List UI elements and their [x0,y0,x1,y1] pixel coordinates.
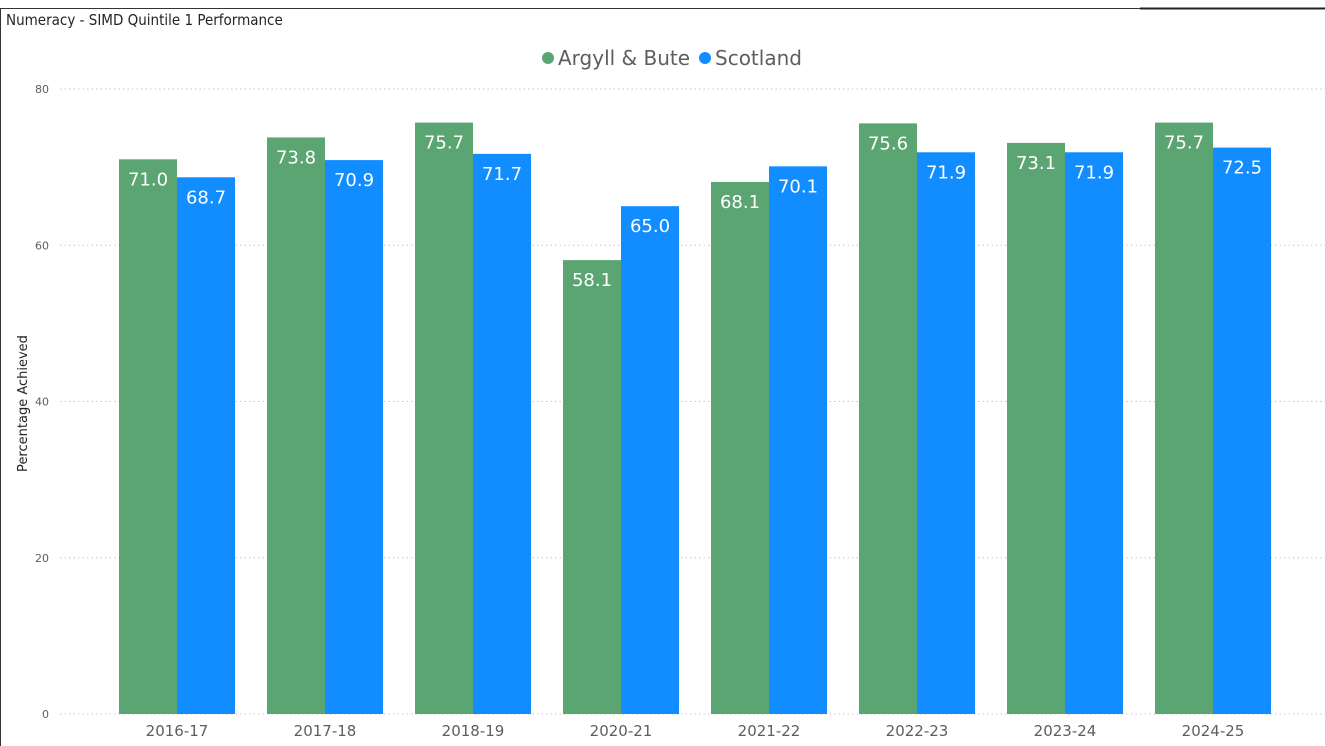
legend-label-argyll-bute: Argyll & Bute [558,46,690,70]
chart-title: Numeracy - SIMD Quintile 1 Performance [6,11,283,29]
data-label: 68.1 [720,192,760,213]
bar-argyll-bute-2020-21 [563,260,621,714]
bar-scotland-2018-19 [473,153,531,714]
bar-scotland-2022-23 [917,152,975,714]
data-label: 71.7 [482,164,522,185]
bar-argyll-bute-2018-19 [415,122,473,714]
y-tick-label: 20 [35,552,49,565]
data-label: 68.7 [186,187,226,208]
bar-scotland-2021-22 [769,166,827,714]
bar-argyll-bute-2024-25 [1155,122,1213,714]
data-label: 75.7 [424,133,464,154]
data-label: 71.9 [926,162,966,183]
x-tick-label: 2021-22 [738,722,801,740]
x-tick-label: 2017-18 [294,722,357,740]
data-label: 70.1 [778,176,818,197]
data-label: 72.5 [1222,158,1262,179]
bar-argyll-bute-2022-23 [859,123,917,714]
data-label: 70.9 [334,170,374,191]
x-tick-label: 2018-19 [442,722,505,740]
data-label: 58.1 [572,270,612,291]
x-tick-label: 2020-21 [590,722,653,740]
bar-scotland-2020-21 [621,206,679,714]
x-tick-label: 2022-23 [886,722,949,740]
data-label: 75.6 [868,133,908,154]
bar-argyll-bute-2023-24 [1007,142,1065,714]
y-tick-label: 0 [42,708,49,721]
legend-label-scotland: Scotland [715,46,802,70]
x-tick-label: 2024-25 [1182,722,1245,740]
bar-argyll-bute-2017-18 [267,137,325,714]
y-tick-label: 40 [35,396,49,409]
bar-argyll-bute-2021-22 [711,181,769,714]
bar-scotland-2016-17 [177,177,235,714]
data-label: 73.1 [1016,153,1056,174]
legend-marker-argyll-bute [542,52,554,64]
data-label: 65.0 [630,216,670,237]
bar-scotland-2024-25 [1213,147,1271,714]
x-tick-label: 2016-17 [146,722,209,740]
x-tick-label: 2023-24 [1034,722,1097,740]
data-label: 71.9 [1074,162,1114,183]
bar-argyll-bute-2016-17 [119,159,177,714]
bar-scotland-2023-24 [1065,152,1123,714]
data-label: 73.8 [276,147,316,168]
y-axis-label: Percentage Achieved [16,335,31,472]
bar-scotland-2017-18 [325,160,383,714]
legend-marker-scotland [699,52,711,64]
y-tick-label: 60 [35,239,49,252]
y-tick-label: 80 [35,83,49,96]
data-label: 75.7 [1164,133,1204,154]
data-label: 71.0 [128,169,168,190]
